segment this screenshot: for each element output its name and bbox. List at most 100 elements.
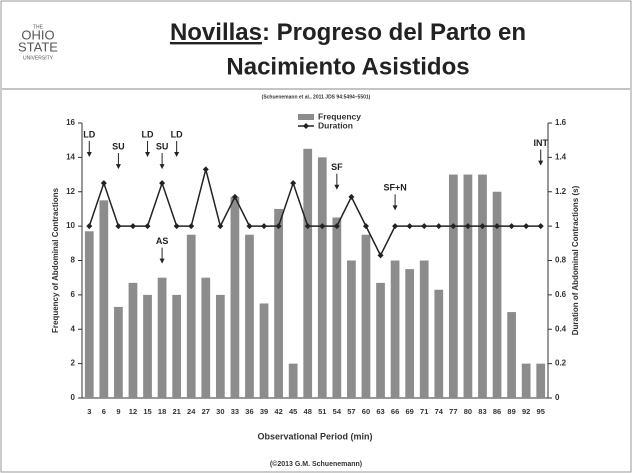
bar [288,363,298,398]
x-tick-label: 95 [537,407,545,416]
title: Novillas: Progreso del Parto en [170,19,526,46]
x-tick-label: 9 [116,407,120,416]
title-underlined: Novillas [170,19,262,46]
bar [303,148,313,398]
x-tick-label: 12 [129,407,137,416]
line-marker [129,223,136,230]
annotation: SU [112,141,125,151]
line-marker [450,223,457,230]
bar [245,234,254,398]
x-tick-label: 15 [143,407,151,416]
bar [478,174,487,398]
x-tick-label: 21 [172,407,180,416]
x-tick-label: 39 [260,407,268,416]
x-tick-label: 92 [522,407,530,416]
bar [274,208,283,398]
x-axis-label: Observational Period (min) [257,431,372,441]
bar [172,294,182,398]
line-marker [348,193,355,200]
line-marker [464,223,471,230]
x-tick-label: 27 [202,407,210,416]
bar [84,231,94,398]
y2-tick-label: 1 [555,221,560,230]
x-tick-label: 57 [347,407,355,416]
line-marker [523,223,530,230]
logo-text: UNIVERSITY [23,55,54,61]
annotation-arrowhead [86,152,92,158]
y-tick-label: 4 [71,324,76,333]
y2-tick-label: 0.2 [555,359,567,368]
legend-label: Duration [318,120,353,130]
x-tick-label: 80 [464,407,472,416]
line-marker [246,223,253,230]
bar [332,217,342,398]
x-tick-label: 69 [405,407,413,416]
line-marker [202,166,209,173]
x-tick-label: 3 [87,407,91,416]
title-rest: : Progreso del Parto en [262,19,526,46]
x-tick-label: 6 [102,407,106,416]
annotation-arrowhead [159,258,165,264]
bar [376,282,385,398]
line-marker [494,223,501,230]
annotation-arrowhead [145,152,151,158]
citation: (Schuenemann et al., 2011 JDS 94:5494–55… [262,94,371,100]
title: Nacimiento Asistidos [226,53,469,80]
line-marker [333,223,340,230]
y-tick-label: 6 [71,290,76,299]
line-marker [304,223,311,230]
bar [114,306,123,398]
bar [186,234,196,398]
y2-tick-label: 0.4 [555,324,567,333]
line-marker [159,180,166,187]
bar [259,303,269,398]
y-axis-label: Frequency of Abdominal Contractions [51,187,60,333]
logo-text: STATE [18,39,58,54]
line-marker [421,223,428,230]
line-marker [290,180,297,187]
bar [215,294,225,398]
bar [419,260,429,398]
bar [157,277,167,398]
annotation: LD [171,129,183,139]
x-tick-label: 83 [478,407,486,416]
x-tick-label: 45 [289,407,297,416]
x-tick-label: 33 [231,407,239,416]
bar [405,269,415,398]
legend-swatch [303,123,309,129]
x-tick-label: 24 [187,407,196,416]
y2-tick-label: 1.2 [555,187,567,196]
y2-tick-label: 0.6 [555,290,567,299]
y2-axis-label: Duration of Abdominal Contractions (s) [571,185,580,335]
x-tick-label: 63 [376,407,384,416]
x-tick-label: 86 [493,407,501,416]
annotation: AS [156,236,169,246]
bar [347,260,356,398]
line-marker [144,223,151,230]
line-marker [173,223,180,230]
annotation-arrowhead [174,152,180,158]
x-tick-label: 51 [318,407,326,416]
line-marker [86,223,93,230]
annotation-arrowhead [115,164,121,170]
line-marker [508,223,515,230]
annotation: SF+N [383,183,406,193]
logo-text: THE [33,24,44,30]
annotation-arrowhead [334,184,340,190]
bar [390,260,400,398]
legend-swatch [298,114,314,120]
logo-text: OHIO [21,27,54,42]
bar [361,234,371,398]
bar [99,200,109,398]
line-marker [392,223,399,230]
line-marker [319,223,326,230]
bar [448,174,458,398]
y-tick-label: 16 [66,118,75,127]
bar [536,363,546,398]
x-tick-label: 54 [333,407,342,416]
bar [143,294,152,398]
line-marker [377,252,384,259]
annotation: SU [156,141,169,151]
